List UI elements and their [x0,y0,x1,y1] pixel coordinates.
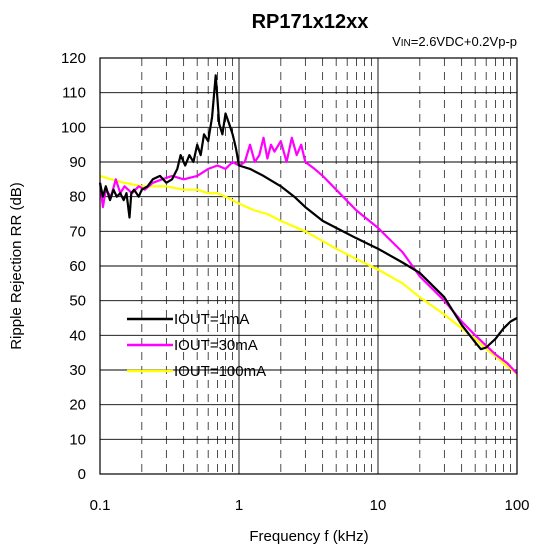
legend-label: IOUT=30mA [174,337,258,354]
y-tick-label: 10 [69,431,86,448]
x-tick-label: 10 [370,497,387,514]
x-tick-labels: 0.1 1 10 100 [90,497,530,514]
x-tick-label: 0.1 [90,497,111,514]
plot-frame [99,57,518,475]
series-line [98,136,518,375]
subtitle-rest: =2.6VDC+0.2Vp-p [411,34,517,49]
y-tick-label: 40 [69,327,86,344]
y-tick-label: 20 [69,397,86,414]
series-lines [98,74,518,375]
y-tick-label: 0 [78,466,86,483]
y-tick-label: 60 [69,258,86,275]
y-tick-label: 90 [69,154,86,171]
chart-subtitle: VIN=2.6VDC+0.2Vp-p [392,34,517,49]
y-tick-label: 100 [61,119,86,136]
chart-title: RP171x12xx [252,11,369,33]
y-tick-label: 120 [61,50,86,67]
subtitle-in-subscript: IN [401,38,411,49]
y-tick-label: 80 [69,189,86,206]
x-tick-label: 100 [504,497,529,514]
y-tick-label: 70 [69,223,86,240]
x-tick-label: 1 [235,497,243,514]
legend-label: IOUT=1mA [174,311,249,328]
y-tick-label: 50 [69,293,86,310]
y-tick-label: 110 [62,85,86,102]
y-tick-labels: 0 10 20 30 40 50 60 70 80 90 100 110 120 [61,50,86,483]
legend-label: IOUT=100mA [174,363,266,380]
y-axis-label: Ripple Rejection RR (dB) [8,182,25,350]
subtitle-v: V [392,34,401,49]
grid [100,58,517,474]
x-axis-label: Frequency f (kHz) [249,528,368,545]
y-tick-label: 30 [69,362,86,379]
legend: IOUT=1mA IOUT=30mA IOUT=100mA [127,311,266,380]
series-line [98,74,518,351]
